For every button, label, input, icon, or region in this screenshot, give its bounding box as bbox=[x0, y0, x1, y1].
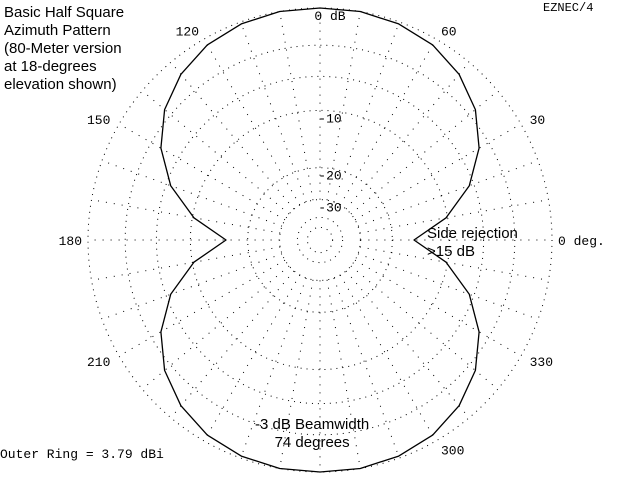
grid-spoke bbox=[170, 270, 295, 419]
angle-label: 300 bbox=[441, 444, 464, 459]
outer-ring-note: Outer Ring = 3.79 dBi bbox=[0, 447, 164, 462]
grid-spoke bbox=[170, 61, 295, 210]
grid-spoke bbox=[203, 38, 301, 206]
grid-spoke bbox=[354, 259, 522, 357]
side-rejection-line: >15 dB bbox=[427, 243, 475, 260]
grid-spoke bbox=[354, 123, 522, 221]
angle-label: 0 deg. bbox=[558, 234, 605, 249]
grid-spoke bbox=[240, 21, 307, 203]
angle-label: 180 bbox=[59, 234, 82, 249]
grid-spoke bbox=[91, 246, 281, 281]
title-line: (80-Meter version bbox=[4, 40, 122, 57]
side-rejection-note: Side rejection >15 dB bbox=[427, 225, 518, 261]
grid-spoke bbox=[118, 123, 286, 221]
ring-label: -10 bbox=[318, 111, 341, 126]
ring-label: -30 bbox=[318, 201, 341, 216]
grid-ring bbox=[306, 226, 334, 254]
angle-label: 210 bbox=[87, 355, 110, 370]
beamwidth-line: 74 degrees bbox=[274, 434, 350, 451]
grid-ring bbox=[296, 216, 344, 264]
polar-labels: 0 dB -10 -20 -30 0 deg. 30 60 120 150 180 210 330 30… bbox=[59, 9, 605, 459]
pattern-layer bbox=[160, 7, 480, 473]
chart-title: Basic Half Square Azimuth Pattern (80-Me… bbox=[4, 4, 124, 94]
angle-label: 330 bbox=[530, 355, 553, 370]
ring-label: 0 dB bbox=[314, 9, 345, 24]
grid-spoke bbox=[101, 160, 283, 227]
grid-ring bbox=[155, 75, 485, 405]
beamwidth-note: -3 dB Beamwidth 74 degrees bbox=[255, 416, 369, 452]
beamwidth-line: -3 dB Beamwidth bbox=[255, 416, 370, 433]
ring-label: -20 bbox=[318, 169, 341, 184]
side-rejection-line: Side rejection bbox=[427, 225, 518, 242]
brand-label: EZNEC/4 bbox=[543, 1, 594, 15]
angle-label: 60 bbox=[441, 24, 457, 39]
grid-ring bbox=[189, 109, 451, 371]
angle-label: 120 bbox=[176, 24, 199, 39]
grid-spoke bbox=[101, 253, 283, 320]
grid-spoke bbox=[345, 61, 470, 210]
grid-spoke bbox=[339, 38, 437, 206]
grid-spoke bbox=[333, 21, 400, 203]
grid-spoke bbox=[91, 199, 281, 234]
grid-spoke bbox=[357, 253, 539, 320]
title-line: Azimuth Pattern bbox=[4, 22, 111, 39]
title-line: Basic Half Square bbox=[4, 4, 125, 21]
pattern-trace bbox=[160, 7, 480, 473]
angle-label: 150 bbox=[87, 113, 110, 128]
grid-ring bbox=[124, 44, 516, 436]
title-line: elevation shown) bbox=[4, 76, 117, 93]
grid-spoke bbox=[279, 11, 314, 201]
angle-label: 30 bbox=[530, 113, 546, 128]
grid-spoke bbox=[345, 270, 470, 419]
grid-spoke bbox=[357, 160, 539, 227]
grid-spoke bbox=[118, 259, 286, 357]
title-line: at 18-degrees bbox=[4, 58, 97, 75]
grid-ring bbox=[247, 167, 393, 313]
